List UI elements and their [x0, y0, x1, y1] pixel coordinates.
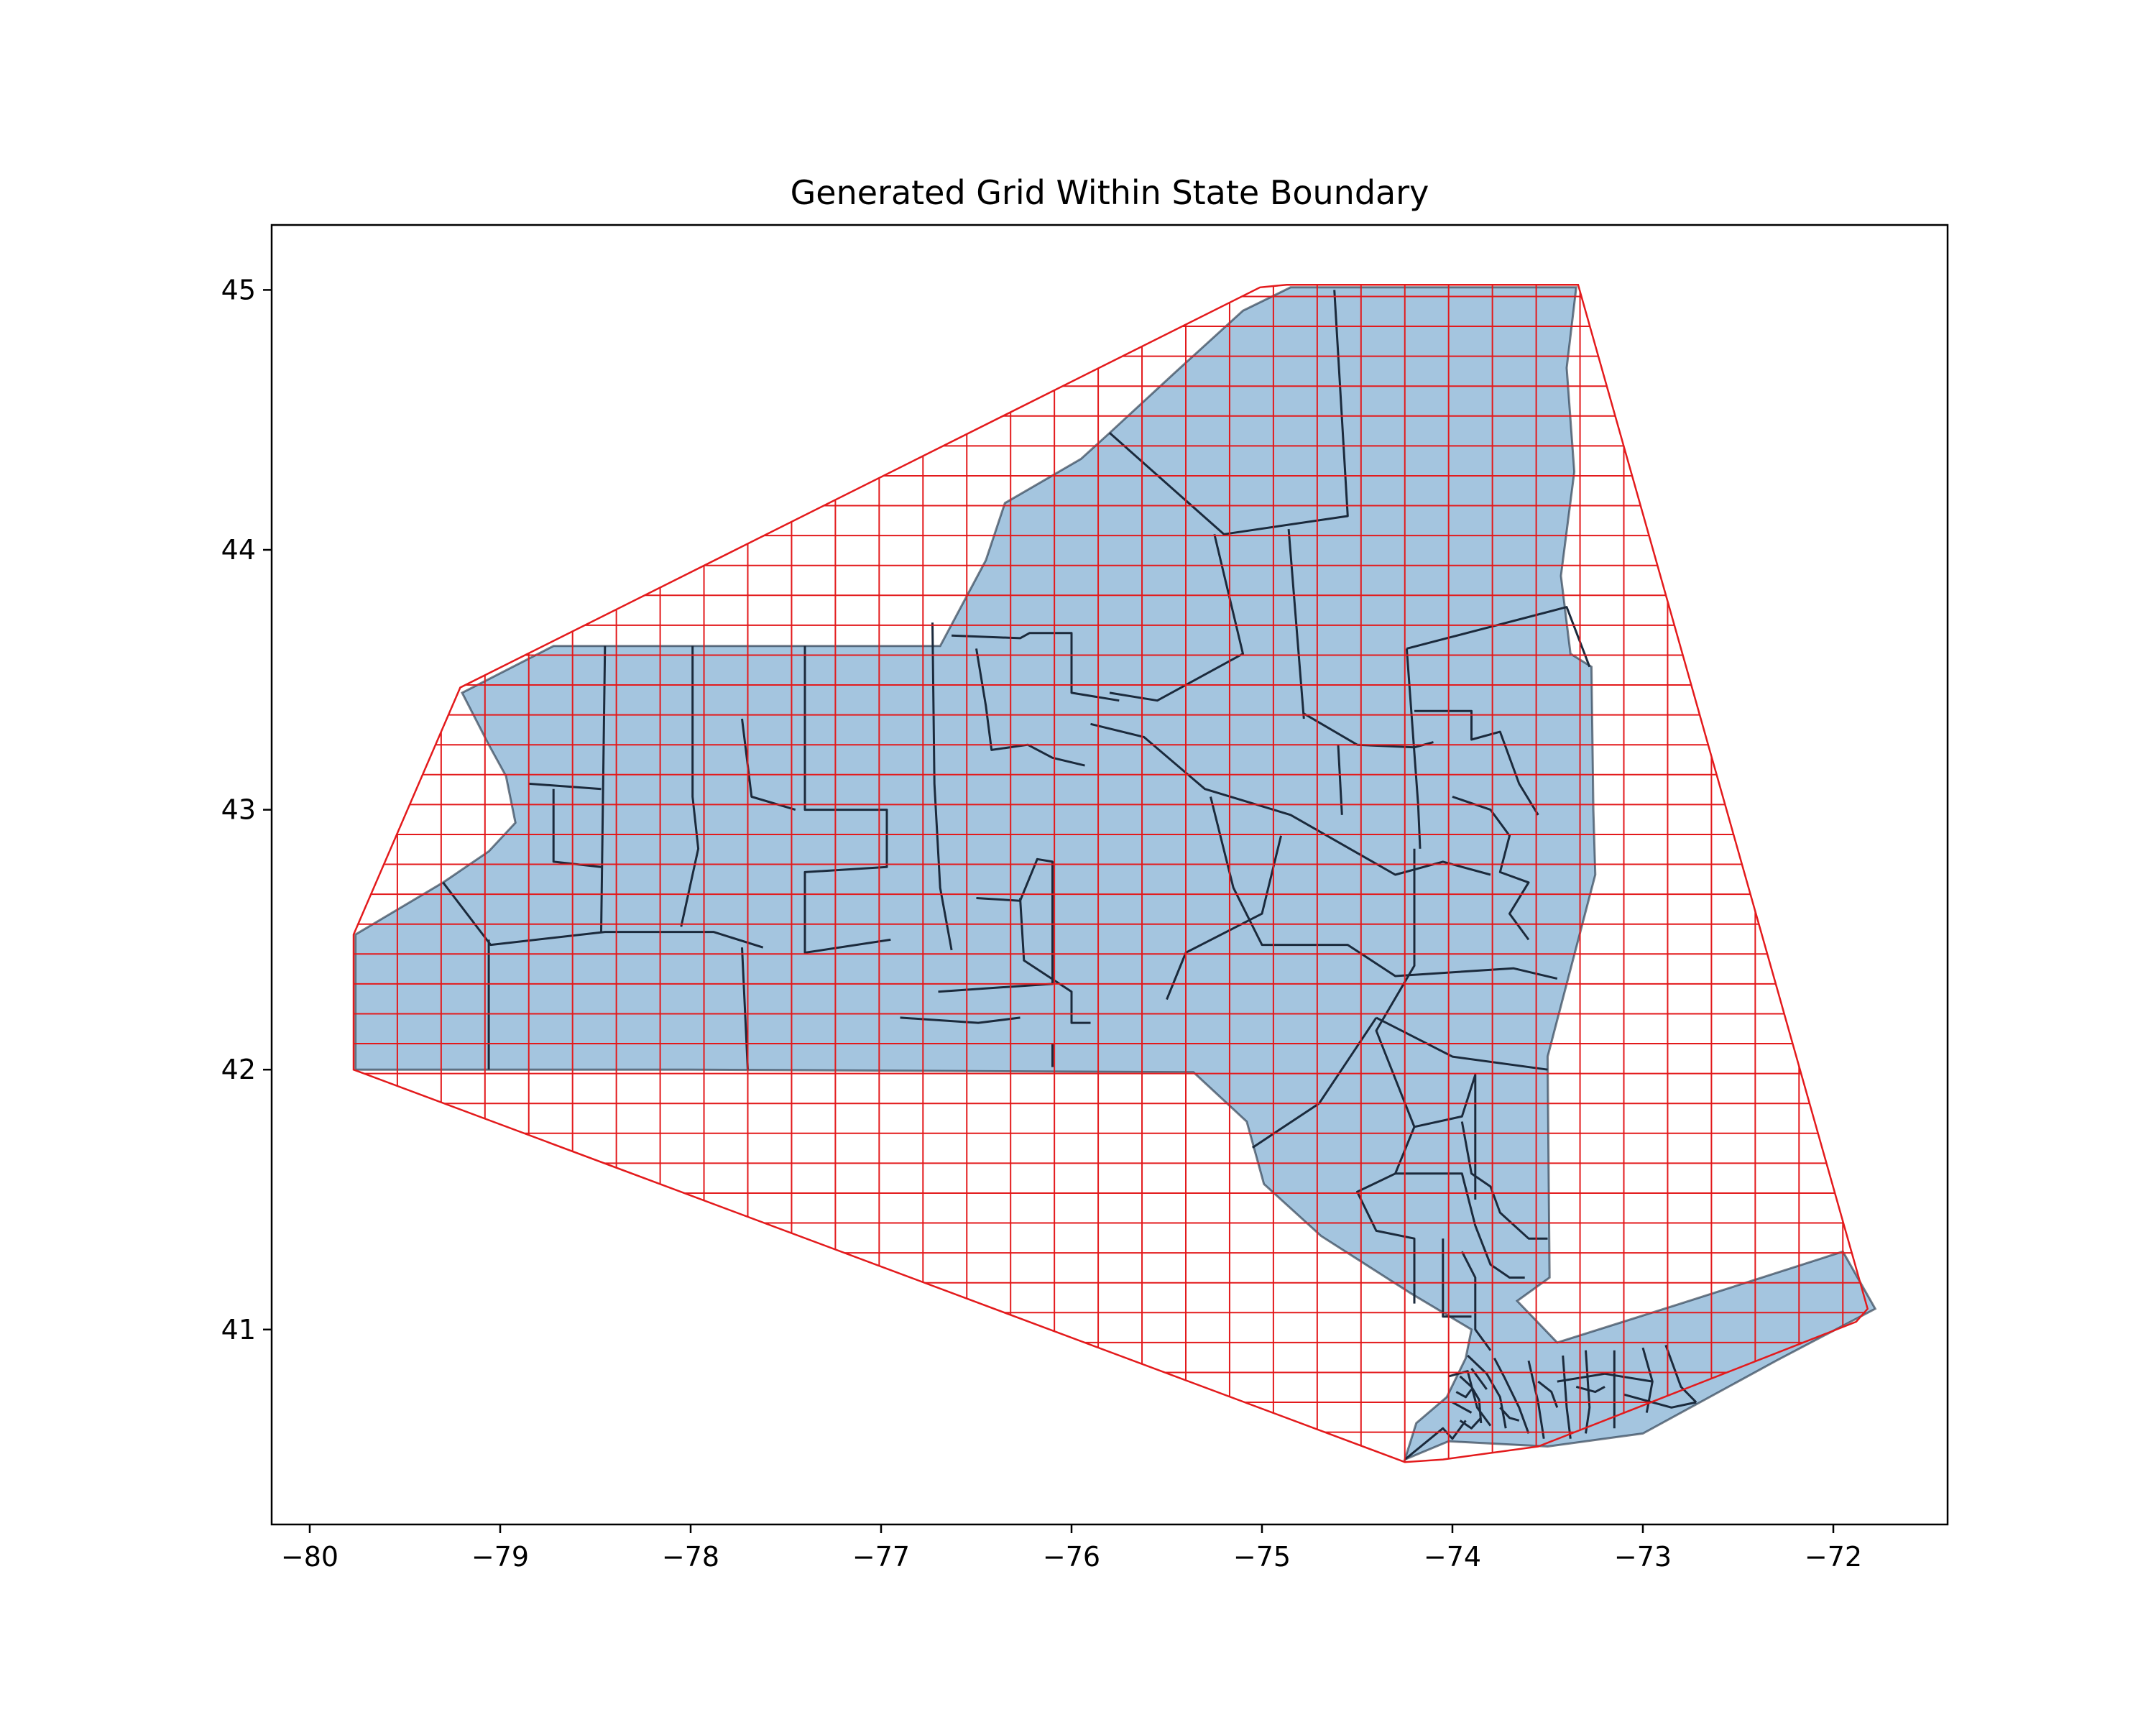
district-boundary — [1557, 1372, 1653, 1383]
district-boundary — [1459, 1417, 1482, 1430]
district-boundary — [1287, 528, 1305, 719]
district-boundary — [1467, 1354, 1507, 1429]
x-tick-label: −80 — [281, 1541, 338, 1573]
grid-hull-outline — [352, 283, 1869, 1463]
x-tick-label: −76 — [1043, 1541, 1100, 1573]
district-boundary — [1395, 1172, 1525, 1279]
district-boundary — [1623, 1393, 1697, 1409]
district-boundary — [1210, 796, 1558, 980]
district-boundary — [952, 632, 1120, 702]
district-boundary — [1406, 606, 1591, 668]
district-boundary — [1356, 1126, 1416, 1304]
district-boundary — [1585, 1350, 1591, 1434]
axes-frame — [270, 224, 1949, 1526]
x-tick-label: −78 — [662, 1541, 719, 1573]
district-boundary — [1459, 1375, 1483, 1424]
y-tick-label: 41 — [221, 1314, 256, 1346]
y-tick-label: 45 — [221, 274, 256, 305]
district-boundary — [552, 788, 602, 868]
district-boundary — [1575, 1385, 1606, 1394]
y-tick-label: 42 — [221, 1054, 256, 1085]
x-tick-label: −77 — [852, 1541, 910, 1573]
district-boundary — [1337, 745, 1343, 815]
district-boundary — [1109, 290, 1349, 535]
district-boundary — [1664, 1344, 1697, 1404]
district-boundary — [741, 947, 749, 1070]
district-boundary — [1019, 898, 1091, 1024]
district-boundary — [1455, 1389, 1473, 1399]
x-tick-label: −79 — [471, 1541, 529, 1573]
district-boundary — [1090, 722, 1491, 876]
state-polygon — [354, 286, 1877, 1462]
district-boundary — [938, 857, 1054, 993]
district-boundary — [1442, 1238, 1472, 1318]
district-boundary — [900, 1016, 1021, 1024]
x-tick-label: −72 — [1805, 1541, 1862, 1573]
district-boundary — [975, 648, 1085, 767]
district-boundary — [803, 645, 891, 954]
district-boundary — [931, 622, 953, 951]
district-boundary — [1166, 835, 1282, 1000]
x-axis: −80 −79 −78 −77 −76 −75 −74 −73 −72 — [281, 1524, 1862, 1573]
y-tick-label: 44 — [221, 534, 256, 566]
district-boundary — [1404, 1420, 1467, 1460]
district-boundary — [1452, 796, 1530, 941]
district-boundary — [1109, 533, 1244, 702]
district-boundary — [1376, 1016, 1548, 1071]
district-boundary — [1452, 1401, 1473, 1414]
district-boundary — [680, 645, 700, 927]
district-boundary — [1414, 709, 1539, 816]
chart-title: Generated Grid Within State Boundary — [791, 173, 1429, 212]
x-tick-label: −75 — [1233, 1541, 1291, 1573]
district-boundary — [600, 645, 607, 932]
district-boundary — [1460, 1121, 1548, 1240]
district-boundary — [1499, 1407, 1520, 1422]
district-boundary — [1460, 1251, 1492, 1351]
x-tick-label: −74 — [1424, 1541, 1481, 1573]
y-axis: 41 42 43 44 45 — [221, 274, 272, 1346]
x-tick-label: −73 — [1614, 1541, 1672, 1573]
district-boundary — [528, 782, 602, 791]
y-tick-label: 43 — [221, 794, 256, 826]
district-boundary — [1493, 1357, 1530, 1434]
